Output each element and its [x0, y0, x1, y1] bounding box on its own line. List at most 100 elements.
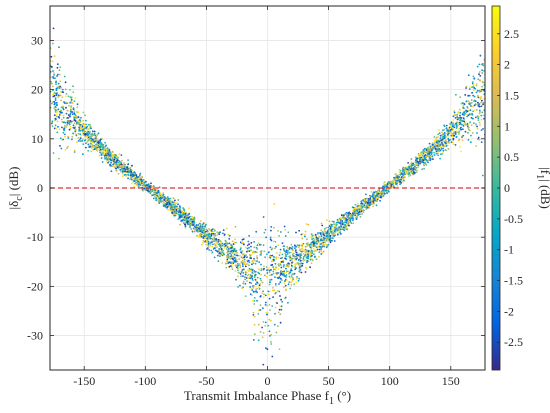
- data-point: [254, 251, 257, 254]
- data-point: [323, 245, 326, 248]
- data-point: [73, 122, 76, 125]
- data-point: [437, 133, 440, 136]
- data-point: [471, 86, 473, 89]
- data-point: [140, 178, 143, 181]
- data-point: [139, 177, 142, 179]
- data-point: [171, 206, 173, 209]
- data-point: [285, 255, 288, 258]
- data-point: [467, 132, 469, 134]
- data-point: [73, 151, 76, 153]
- data-point: [277, 230, 279, 232]
- data-point: [478, 63, 481, 66]
- data-point: [79, 121, 82, 124]
- data-point: [451, 133, 454, 136]
- data-point: [118, 160, 121, 163]
- data-point: [201, 233, 204, 236]
- data-point: [431, 155, 434, 158]
- data-point: [196, 226, 199, 229]
- data-point: [301, 233, 304, 235]
- data-point: [331, 230, 334, 233]
- data-point: [249, 281, 251, 284]
- data-point: [200, 227, 202, 230]
- data-point: [290, 263, 293, 265]
- data-point: [131, 182, 133, 185]
- data-point: [329, 235, 332, 237]
- data-point: [202, 239, 205, 242]
- data-point: [427, 148, 429, 151]
- data-point: [92, 130, 94, 133]
- data-point: [305, 242, 308, 245]
- data-point: [457, 139, 460, 142]
- data-point: [110, 156, 113, 159]
- colorbar-tick-label: -2: [504, 304, 514, 318]
- x-axis-label: Transmit Imbalance Phase f1 (°): [184, 388, 351, 407]
- data-point: [300, 271, 303, 274]
- data-point: [63, 75, 66, 78]
- data-point: [56, 63, 59, 66]
- data-point: [262, 290, 264, 293]
- data-point: [464, 123, 467, 126]
- data-point: [405, 166, 408, 169]
- data-point: [90, 133, 92, 136]
- data-point: [324, 241, 326, 244]
- data-point: [285, 267, 287, 270]
- data-point: [226, 242, 229, 245]
- data-point: [439, 137, 442, 140]
- data-point: [333, 240, 336, 242]
- data-point: [452, 137, 455, 140]
- data-point: [442, 134, 444, 137]
- data-point: [246, 247, 249, 250]
- data-point: [311, 259, 314, 262]
- data-point: [436, 147, 439, 150]
- data-point: [66, 109, 69, 112]
- data-point: [450, 132, 453, 135]
- data-point: [307, 223, 310, 226]
- data-point: [448, 141, 450, 144]
- data-point: [53, 91, 56, 94]
- data-point: [55, 111, 58, 114]
- colorbar-tick-label: -1: [504, 243, 514, 257]
- data-point: [321, 251, 324, 254]
- data-point: [262, 307, 264, 310]
- data-point: [340, 214, 343, 217]
- data-point: [250, 249, 252, 252]
- data-point: [356, 209, 358, 212]
- data-point: [158, 202, 161, 205]
- data-point: [420, 156, 423, 159]
- data-point: [460, 126, 462, 129]
- data-point: [172, 201, 174, 204]
- data-point: [57, 94, 60, 97]
- data-point: [70, 98, 73, 101]
- data-point: [395, 180, 397, 183]
- data-point: [263, 265, 265, 268]
- data-point: [173, 213, 176, 216]
- data-point: [245, 271, 248, 274]
- data-point: [473, 77, 476, 80]
- data-point: [175, 209, 178, 211]
- data-point: [482, 114, 485, 117]
- data-point: [50, 55, 53, 58]
- data-point: [259, 295, 262, 298]
- data-point: [270, 333, 272, 336]
- data-point: [282, 259, 285, 262]
- data-point: [186, 221, 189, 223]
- data-point: [435, 138, 438, 141]
- data-point: [340, 226, 342, 229]
- data-point: [188, 222, 191, 225]
- data-point: [151, 194, 154, 197]
- data-point: [205, 239, 208, 242]
- data-point: [255, 246, 258, 249]
- data-point: [253, 257, 255, 260]
- data-point: [420, 153, 423, 156]
- data-point: [347, 222, 350, 225]
- data-point: [129, 166, 132, 169]
- data-point: [193, 217, 196, 220]
- data-point: [364, 202, 367, 205]
- data-point: [64, 88, 67, 91]
- data-point: [90, 139, 93, 142]
- data-point: [113, 166, 116, 168]
- data-point: [264, 325, 267, 327]
- data-point: [346, 228, 348, 231]
- data-point: [50, 65, 53, 68]
- data-point: [249, 274, 252, 277]
